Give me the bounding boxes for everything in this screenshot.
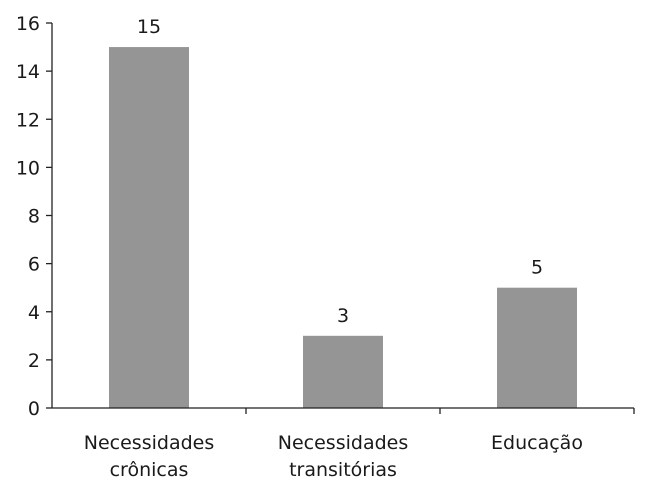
bar bbox=[109, 47, 189, 408]
category-labels: Necessidades crônicas Necessidades transitó… bbox=[84, 432, 583, 481]
category-label: crônicas bbox=[110, 459, 189, 481]
category-label: Necessidades bbox=[84, 432, 214, 454]
bar-value-label: 5 bbox=[531, 257, 543, 279]
bars bbox=[109, 47, 577, 408]
bar-value-label: 15 bbox=[137, 16, 161, 38]
y-tick-label: 0 bbox=[28, 398, 40, 420]
y-tick-label: 2 bbox=[28, 350, 40, 372]
x-axis-ticks bbox=[245, 408, 635, 414]
bar bbox=[497, 287, 577, 408]
category-label: Educação bbox=[491, 432, 583, 454]
y-tick-label: 14 bbox=[16, 61, 40, 83]
category-label: Necessidades bbox=[278, 432, 408, 454]
y-tick-label: 8 bbox=[28, 206, 40, 228]
y-tick-label: 12 bbox=[16, 109, 40, 131]
category-label: transitórias bbox=[289, 459, 397, 481]
bar bbox=[303, 335, 383, 408]
y-axis-ticks: 0 2 4 6 8 10 12 14 16 bbox=[16, 13, 52, 420]
y-tick-label: 4 bbox=[28, 302, 40, 324]
y-tick-label: 16 bbox=[16, 13, 40, 35]
y-tick-label: 6 bbox=[28, 254, 40, 276]
bar-value-label: 3 bbox=[337, 305, 349, 327]
y-tick-label: 10 bbox=[16, 157, 40, 179]
